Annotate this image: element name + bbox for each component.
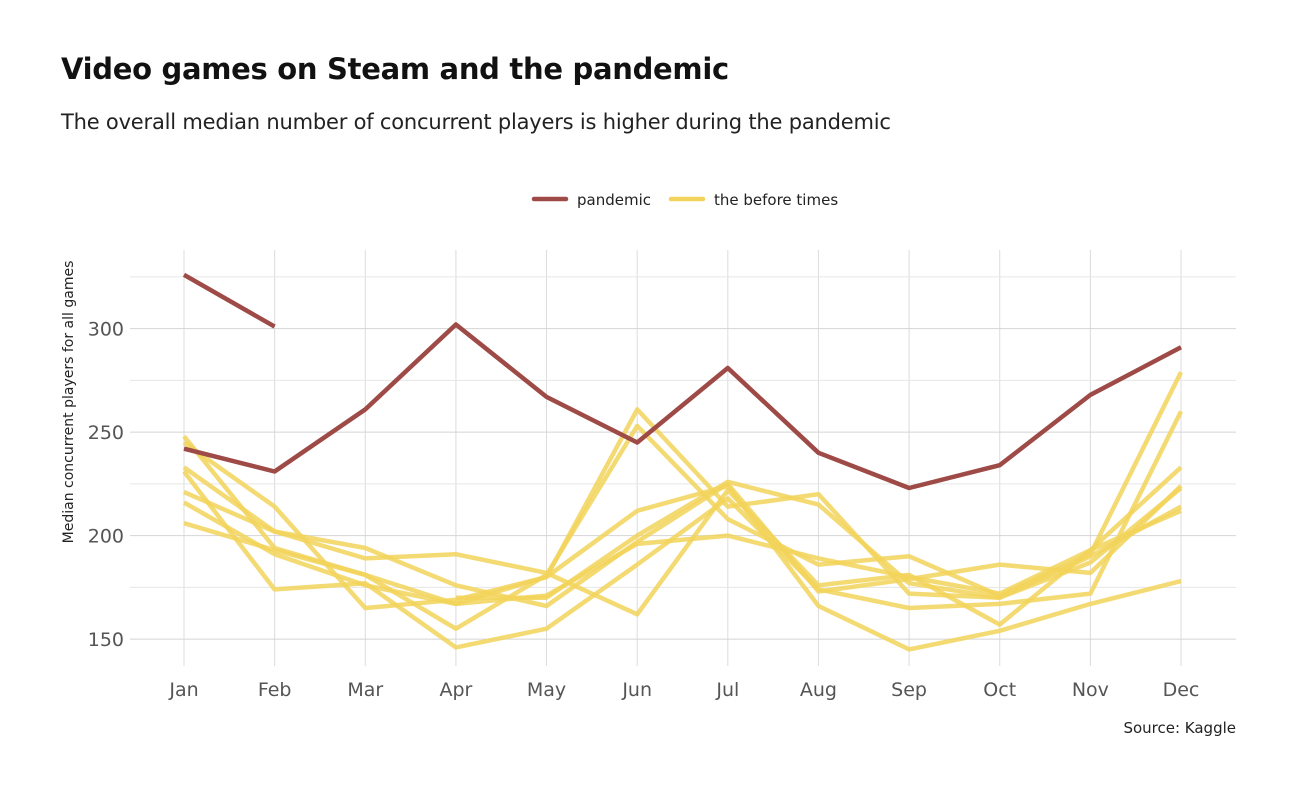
- x-tick-label: Apr: [439, 679, 472, 701]
- y-tick-label: 200: [88, 526, 124, 548]
- series-line-before-times: [183, 465, 1183, 627]
- x-tick-label: Mar: [347, 679, 383, 701]
- series-line-before-times: [182, 465, 1183, 609]
- legend-label-before-times: the before times: [714, 191, 838, 209]
- pandemic-lines: [182, 272, 1183, 491]
- grid: [130, 250, 1236, 666]
- x-tick-label: Dec: [1163, 679, 1200, 701]
- x-tick-label: Oct: [983, 679, 1016, 701]
- series-line-before-times: [455, 479, 1183, 600]
- x-tick-label: Aug: [800, 679, 837, 701]
- chart-caption: Source: Kaggle: [1123, 719, 1236, 737]
- x-axis: Jan Feb Mar Apr May Jun Jul Aug Sep Oct Nov Dec: [168, 679, 1199, 701]
- legend: pandemic the before times: [531, 191, 838, 209]
- x-tick-label: Sep: [891, 679, 927, 701]
- series-line-pandemic: [182, 272, 276, 329]
- y-tick-label: 300: [88, 319, 124, 341]
- y-tick-label: 250: [88, 422, 124, 444]
- x-tick-label: Jun: [621, 679, 652, 701]
- x-tick-label: Jan: [168, 679, 198, 701]
- chart-title: Video games on Steam and the pandemic: [61, 52, 729, 86]
- chart-subtitle: The overall median number of concurrent …: [61, 110, 891, 134]
- x-tick-label: May: [527, 679, 566, 701]
- y-tick-label: 150: [88, 629, 124, 651]
- x-tick-label: Jul: [715, 679, 739, 701]
- before-times-lines: [182, 371, 1184, 652]
- series-line-pandemic: [183, 322, 1183, 491]
- x-tick-label: Feb: [258, 679, 292, 701]
- y-axis: 150 200 250 300: [88, 319, 124, 651]
- y-axis-title: Median concurrent players for all games: [61, 261, 77, 544]
- series-line-before-times: [182, 410, 1184, 650]
- series-line-before-times: [182, 483, 1182, 652]
- series-line-before-times: [183, 508, 1182, 607]
- legend-label-pandemic: pandemic: [577, 191, 651, 209]
- x-tick-label: Nov: [1072, 679, 1109, 701]
